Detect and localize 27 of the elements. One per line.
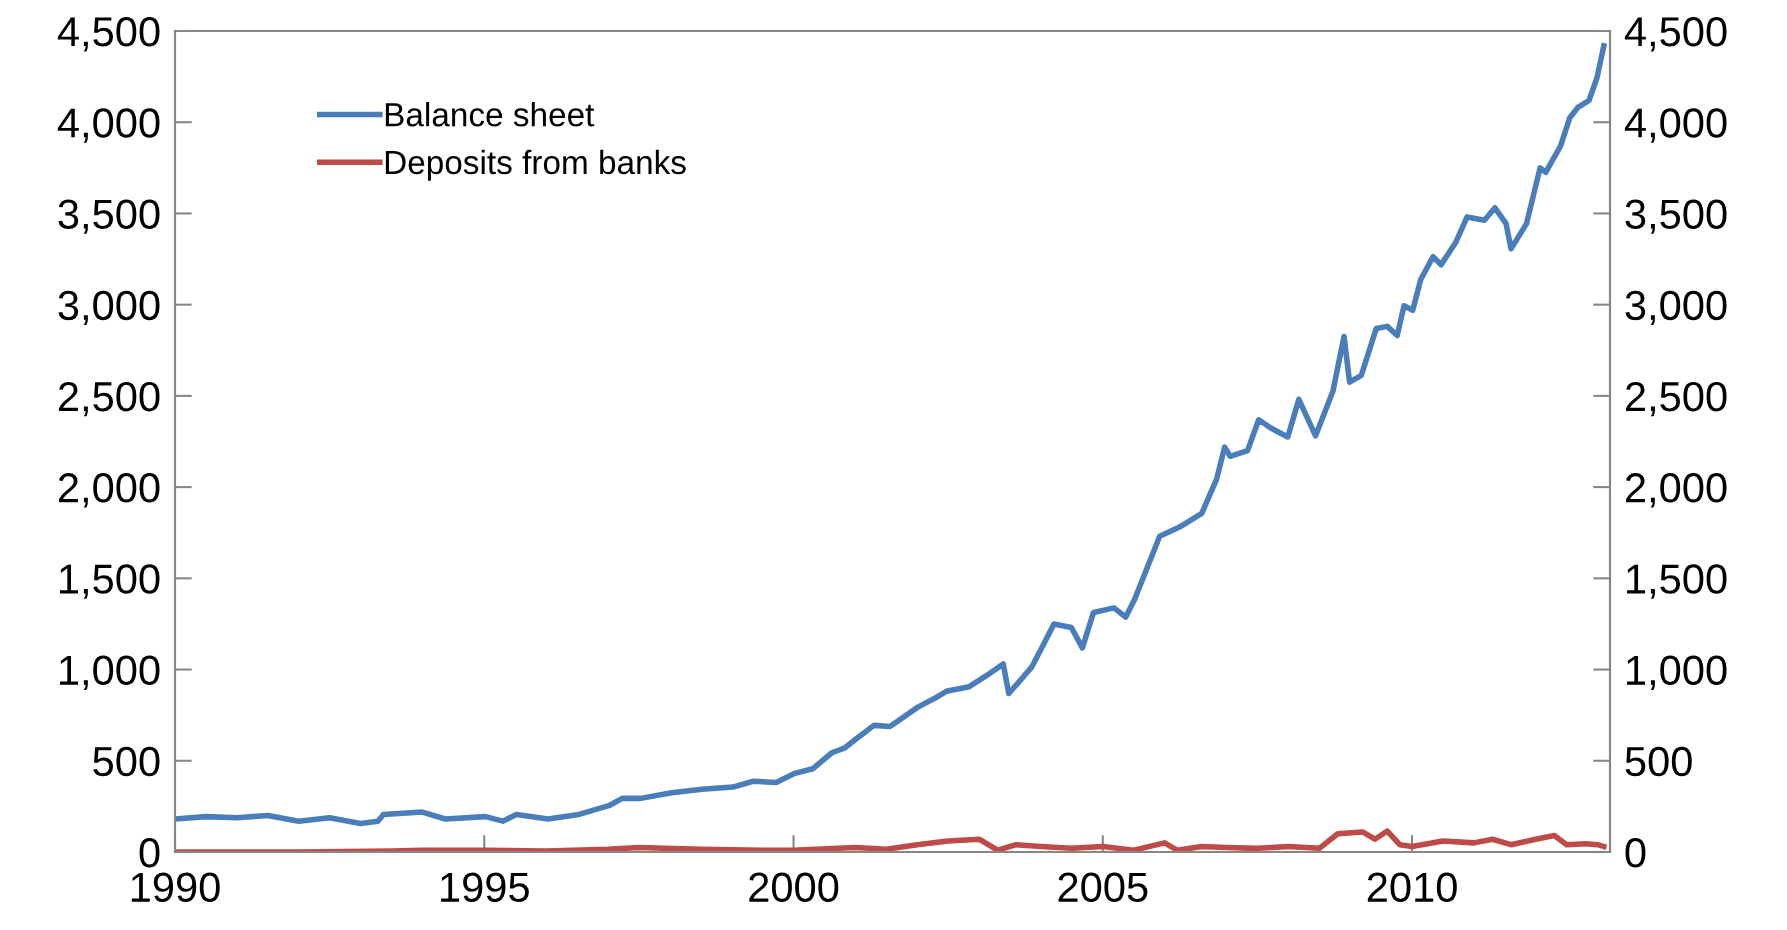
y2-tick-label: 2,000 — [1625, 473, 1727, 508]
x-tick-label: 1990 — [131, 872, 220, 903]
y-tick-label: 2,500 — [58, 381, 160, 417]
y2-tick-label: 4,500 — [1624, 17, 1727, 52]
y-tick-label: 3,000 — [58, 290, 160, 326]
y-tick-label: 1,500 — [60, 564, 160, 599]
x-tick-label: 2000 — [749, 872, 839, 903]
y2-tick-label: 2,500 — [1625, 381, 1727, 417]
legend-label: Balance sheet — [385, 102, 595, 127]
x-tick-label: 1995 — [441, 872, 529, 903]
y-tick-label: 0 — [139, 838, 160, 868]
y-tick-label: 1,000 — [60, 655, 160, 690]
y2-tick-label: 1,500 — [1627, 564, 1727, 599]
y2-tick-label: 0 — [1625, 838, 1646, 868]
x-tick-label: 2005 — [1058, 872, 1148, 903]
y-tick-label: 4,500 — [57, 17, 160, 52]
y-tick-label: 2,000 — [58, 473, 160, 508]
y-tick-label: 500 — [93, 746, 160, 777]
x-tick-label: 2010 — [1367, 872, 1457, 903]
y2-tick-label: 1,000 — [1627, 655, 1727, 690]
y2-tick-label: 3,000 — [1625, 290, 1727, 326]
y2-tick-label: 500 — [1625, 746, 1692, 777]
legend-label: Deposits from banks — [385, 149, 686, 181]
y2-tick-label: 4,000 — [1624, 108, 1727, 143]
y2-tick-label: 3,500 — [1625, 199, 1727, 234]
y-tick-label: 4,000 — [57, 108, 160, 143]
y-tick-label: 3,500 — [58, 199, 160, 234]
